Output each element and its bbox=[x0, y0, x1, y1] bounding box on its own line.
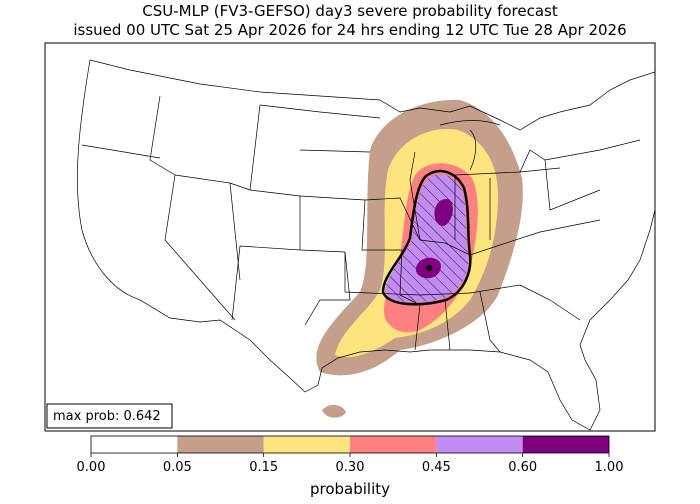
colorbar-label: probability bbox=[310, 480, 390, 498]
colorbar-tick-label: 0.60 bbox=[508, 460, 537, 475]
colorbar-segment bbox=[91, 436, 178, 453]
annotation: max prob: 0.642 bbox=[53, 409, 161, 424]
map-frame bbox=[44, 42, 656, 432]
colorbar-segment bbox=[263, 436, 350, 453]
colorbar-segment bbox=[177, 436, 264, 453]
colorbar-tick-label: 0.30 bbox=[336, 460, 365, 475]
title: CSU-MLP (FV3-GEFSO) day3 severe probabil… bbox=[142, 2, 558, 20]
colorbar-tick-label: 1.00 bbox=[595, 460, 624, 475]
subtitle: issued 00 UTC Sat 25 Apr 2026 for 24 hrs… bbox=[73, 21, 626, 39]
colorbar-tick-label: 0.05 bbox=[163, 460, 192, 475]
colorbar-tick-label: 0.00 bbox=[77, 460, 106, 475]
colorbar-tick-label: 0.45 bbox=[422, 460, 451, 475]
colorbar-segment bbox=[350, 436, 437, 453]
colorbar: 0.00 0.05 0.15 0.30 0.45 0.60 1.00 bbox=[77, 435, 624, 475]
colorbar-segment bbox=[522, 436, 609, 453]
annotation-box bbox=[46, 403, 173, 429]
map bbox=[77, 59, 655, 431]
colorbar-segment bbox=[436, 436, 523, 453]
colorbar-tick-label: 0.15 bbox=[249, 460, 278, 475]
